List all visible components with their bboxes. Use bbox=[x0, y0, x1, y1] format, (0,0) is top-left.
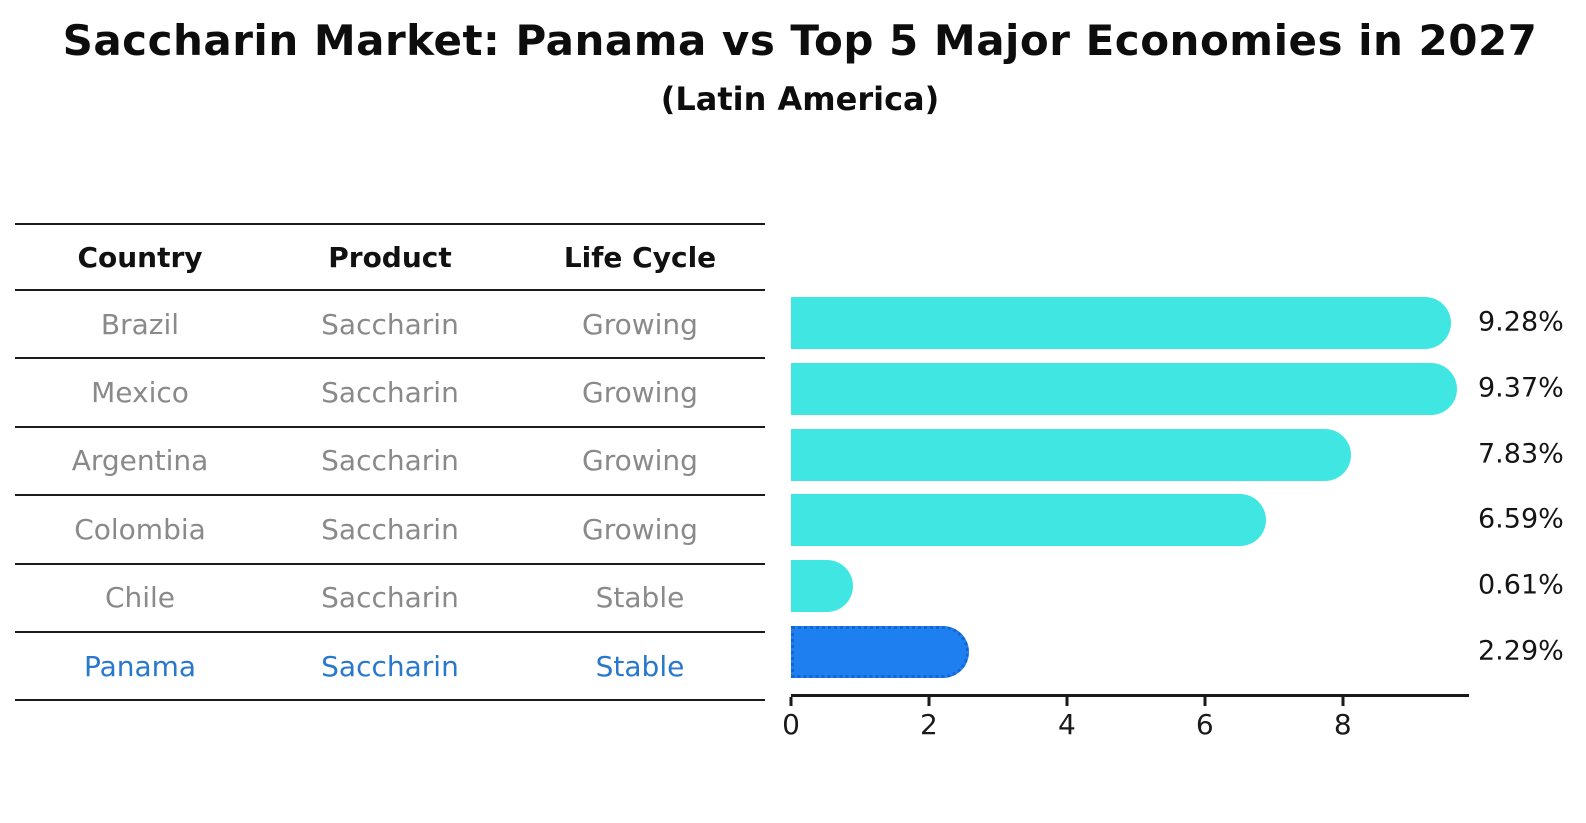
column-header-product: Product bbox=[328, 240, 452, 274]
cell-life-cycle: Stable bbox=[595, 649, 685, 683]
tick-label: 6 bbox=[1195, 708, 1214, 741]
bar-value-label: 9.28% bbox=[1478, 306, 1564, 338]
bar-chart-plot-area: 9.28% 9.37% 7.83% 6.59% 0.61% 2.29% bbox=[791, 297, 1564, 695]
cell-life-cycle: Growing bbox=[582, 444, 698, 478]
cell-country: Brazil bbox=[100, 307, 180, 341]
tick-mark bbox=[927, 697, 931, 706]
column-header-life-cycle: Life Cycle bbox=[563, 240, 717, 274]
bar-row-chile: 0.61% bbox=[791, 560, 1564, 613]
cell-country: Mexico bbox=[91, 376, 189, 410]
bar-chile bbox=[791, 560, 854, 613]
tick-label: 8 bbox=[1333, 708, 1352, 741]
bar-value-label: 7.83% bbox=[1478, 437, 1564, 469]
cell-country: Chile bbox=[104, 581, 176, 615]
cell-product: Saccharin bbox=[321, 444, 459, 478]
bar-argentina bbox=[791, 428, 1352, 481]
bar-row-brazil: 9.28% bbox=[791, 297, 1564, 349]
country-table: Country Product Life Cycle Brazil Saccha… bbox=[15, 223, 765, 702]
table-row-argentina: Argentina Saccharin Growing bbox=[15, 428, 765, 497]
tick-mark bbox=[1203, 697, 1207, 706]
bar-row-argentina: 7.83% bbox=[791, 428, 1564, 481]
bar-value-label: 2.29% bbox=[1478, 635, 1564, 667]
bar-colombia bbox=[791, 494, 1266, 547]
table-row-mexico: Mexico Saccharin Growing bbox=[15, 359, 765, 428]
bar-value-label: 6.59% bbox=[1478, 503, 1564, 535]
chart-subtitle: (Latin America) bbox=[660, 80, 940, 118]
x-axis-line bbox=[791, 694, 1469, 697]
bar-panama-highlighted bbox=[791, 626, 969, 678]
chart-title: Saccharin Market: Panama vs Top 5 Major … bbox=[62, 16, 1538, 65]
tick-mark bbox=[789, 697, 793, 706]
bar-mexico bbox=[791, 362, 1458, 415]
table-row-brazil: Brazil Saccharin Growing bbox=[15, 291, 765, 360]
cell-life-cycle: Stable bbox=[595, 581, 685, 615]
cell-country: Panama bbox=[83, 649, 197, 683]
bar-value-label: 9.37% bbox=[1478, 372, 1564, 404]
cell-life-cycle: Growing bbox=[582, 512, 698, 546]
cell-product: Saccharin bbox=[321, 376, 459, 410]
cell-country: Argentina bbox=[71, 444, 209, 478]
bar-row-colombia: 6.59% bbox=[791, 494, 1564, 547]
tick-mark bbox=[1065, 697, 1069, 706]
tick-label: 4 bbox=[1057, 708, 1076, 741]
bar-brazil bbox=[791, 297, 1452, 349]
cell-country: Colombia bbox=[74, 512, 206, 546]
table-header-row: Country Product Life Cycle bbox=[15, 225, 765, 291]
table-row-colombia: Colombia Saccharin Growing bbox=[15, 496, 765, 565]
tick-label: 0 bbox=[782, 708, 800, 741]
bar-row-mexico: 9.37% bbox=[791, 362, 1564, 415]
table-row-chile: Chile Saccharin Stable bbox=[15, 565, 765, 633]
cell-product: Saccharin bbox=[321, 581, 459, 615]
tick-label: 2 bbox=[919, 708, 938, 741]
cell-product: Saccharin bbox=[321, 512, 459, 546]
table-row-panama: Panama Saccharin Stable bbox=[15, 633, 765, 702]
column-header-country: Country bbox=[77, 240, 203, 274]
bar-value-label: 0.61% bbox=[1478, 569, 1564, 601]
cell-life-cycle: Growing bbox=[582, 376, 698, 410]
cell-life-cycle: Growing bbox=[582, 307, 698, 341]
bar-row-panama: 2.29% bbox=[791, 626, 1564, 678]
cell-product: Saccharin bbox=[321, 307, 459, 341]
tick-mark bbox=[1341, 697, 1345, 706]
cell-product: Saccharin bbox=[321, 649, 459, 683]
